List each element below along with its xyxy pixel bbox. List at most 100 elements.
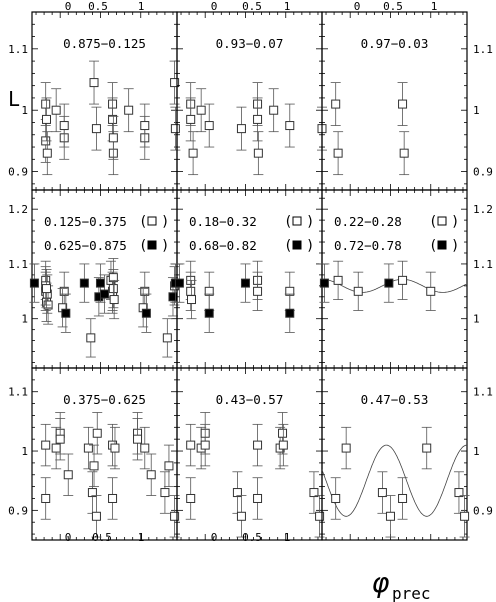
data-point-open	[186, 279, 197, 320]
y-tick-label: 1	[21, 313, 28, 326]
data-point-open	[91, 495, 102, 538]
paren: (	[429, 214, 437, 230]
marker-filled	[95, 278, 105, 288]
paren: )	[161, 214, 169, 230]
data-point-open	[139, 426, 150, 470]
marker-filled	[285, 308, 295, 318]
data-point-open	[399, 131, 410, 176]
marker-open	[253, 493, 263, 503]
top-tick-label: 0.5	[242, 0, 262, 13]
data-point-filled	[240, 263, 251, 303]
data-point-filled	[319, 263, 330, 303]
marker-open	[196, 105, 206, 115]
data-point-open	[268, 88, 279, 133]
marker-open	[140, 121, 150, 131]
marker-open	[41, 493, 51, 503]
data-point-open	[397, 260, 408, 300]
legend-marker-filled	[147, 240, 157, 250]
data-point-open	[146, 453, 157, 496]
marker-open	[253, 148, 263, 158]
marker-open	[87, 488, 97, 498]
marker-filled	[79, 278, 89, 288]
marker-filled	[29, 278, 39, 288]
data-point-open	[453, 471, 464, 514]
panel-0-0: 0.9 1 1.1 0.875−0.125	[8, 11, 181, 191]
marker-open	[146, 470, 156, 480]
range-label: 0.68−0.82	[189, 238, 257, 253]
data-point-filled	[60, 293, 71, 333]
bottom-tick-label: 0.5	[242, 531, 262, 544]
marker-open	[186, 440, 196, 450]
data-point-open	[63, 453, 74, 496]
top-x-ticks: 0 0.5 1 0 0.5 1 0 0.5 1	[65, 0, 438, 13]
marker-open	[377, 488, 387, 498]
data-point-open	[308, 471, 319, 514]
marker-open	[253, 114, 263, 124]
bottom-tick-label: 0	[65, 531, 72, 544]
data-point-open	[40, 423, 51, 467]
data-point-open	[196, 88, 207, 133]
panel-2-2: 0.9 1 1.1 0.47−0.53	[321, 367, 493, 541]
bottom-tick-label: 1	[284, 531, 291, 544]
marker-filled	[319, 278, 329, 288]
data-point-open	[236, 495, 247, 538]
panel-0-2: 0.9 1 1.1 0.97−0.03	[321, 11, 493, 191]
top-tick-label: 0.5	[383, 0, 403, 13]
marker-open	[422, 443, 432, 453]
paren: (	[429, 238, 437, 254]
data-point-open	[170, 106, 181, 151]
data-point-open	[42, 131, 53, 176]
model-curve	[321, 444, 468, 517]
panel-2-1: 0.43−0.57	[176, 367, 325, 541]
marker-open	[188, 148, 198, 158]
marker-open	[92, 428, 102, 438]
marker-filled	[100, 289, 109, 299]
data-point-open	[278, 423, 289, 467]
data-point-open	[385, 495, 396, 538]
y-tick-label: 1.2	[473, 203, 493, 216]
marker-open	[269, 105, 279, 115]
marker-open	[91, 511, 101, 521]
data-point-open	[85, 318, 96, 358]
marker-open	[200, 440, 210, 450]
data-point-open	[421, 426, 432, 470]
data-point-open	[109, 279, 120, 320]
top-tick-label: 0.5	[88, 0, 108, 13]
y-tick-label: 1	[473, 313, 480, 326]
data-point-open	[425, 271, 436, 311]
marker-open	[59, 286, 69, 296]
legend-marker-filled	[292, 240, 302, 250]
marker-open	[426, 286, 436, 296]
marker-open	[236, 511, 246, 521]
range-label: 0.625−0.875	[44, 238, 127, 253]
marker-open	[108, 133, 118, 143]
data-point-open	[109, 426, 120, 470]
y-tick-label: 1.1	[473, 258, 493, 271]
data-point-open	[92, 412, 103, 455]
marker-open	[170, 511, 180, 521]
data-point-open	[107, 477, 118, 520]
x-axis-label-subscript: prec	[392, 584, 431, 602]
data-point-open	[55, 418, 66, 461]
marker-open	[398, 99, 408, 109]
range-label: 0.18−0.32	[189, 214, 257, 229]
panel-1-0: 1 1.1 1.2 0.125−0.375 () 0.625−0.875 ()	[8, 189, 181, 369]
marker-open	[83, 443, 93, 453]
legend-marker-open	[292, 216, 302, 226]
data-point-filled	[99, 274, 110, 314]
data-point-open	[59, 103, 70, 148]
marker-open	[42, 148, 52, 158]
top-tick-label: 0	[65, 0, 72, 13]
data-point-open	[204, 103, 215, 148]
data-point-open	[159, 471, 170, 514]
range-label: 0.72−0.78	[334, 238, 402, 253]
marker-open	[385, 511, 395, 521]
data-point-filled	[284, 293, 295, 333]
bottom-tick-label: 0.5	[92, 531, 112, 544]
data-point-open	[185, 97, 196, 142]
range-label: 0.43−0.57	[216, 392, 284, 407]
marker-open	[398, 493, 408, 503]
data-point-open	[252, 423, 263, 467]
y-tick-label: 1.1	[473, 43, 493, 56]
data-point-open	[330, 82, 341, 126]
